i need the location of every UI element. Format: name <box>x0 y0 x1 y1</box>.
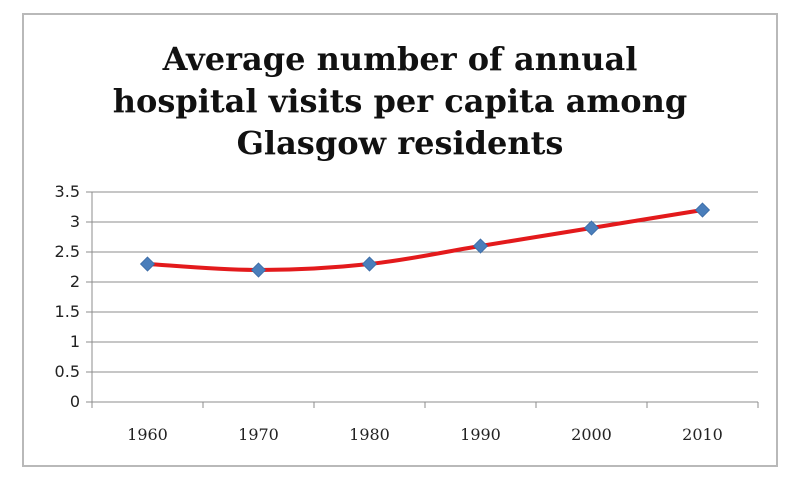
x-tick-label: 1980 <box>349 425 390 444</box>
y-tick-label: 1.5 <box>55 302 80 321</box>
x-axis-tick-labels: 1960 1970 1980 1990 2000 2010 <box>127 425 723 444</box>
x-tick-label: 2000 <box>571 425 612 444</box>
data-point-marker <box>694 202 711 218</box>
y-tick-label: 3 <box>70 212 80 231</box>
gridlines <box>92 191 758 373</box>
y-tick-label: 0.5 <box>55 362 80 381</box>
x-tick-label: 1990 <box>460 425 501 444</box>
y-tick-label: 0 <box>70 392 80 411</box>
y-tick-label: 1 <box>70 332 80 351</box>
y-axis-tick-labels: 0 0.5 1 1.5 2 2.5 3 3.5 <box>55 182 80 411</box>
data-point-marker <box>139 256 156 272</box>
data-point-marker <box>472 238 489 254</box>
x-tick-label: 1960 <box>127 425 168 444</box>
series-line <box>145 208 705 272</box>
chart-title-line-2: hospital visits per capita among <box>112 82 688 120</box>
chart-title: Average number of annual hospital visits… <box>0 38 800 164</box>
data-point-marker <box>361 256 378 272</box>
x-tick-label: 1970 <box>238 425 279 444</box>
x-tick-label: 2010 <box>682 425 723 444</box>
y-tick-label: 2.5 <box>55 242 80 261</box>
chart-title-line-1: Average number of annual <box>162 40 638 78</box>
y-tick-label: 2 <box>70 272 80 291</box>
data-point-marker <box>583 220 600 236</box>
chart-title-line-3: Glasgow residents <box>236 124 564 162</box>
data-point-marker <box>250 262 267 278</box>
series <box>139 202 711 278</box>
y-tick-label: 3.5 <box>55 182 80 201</box>
chart-frame <box>22 13 778 467</box>
axes <box>86 191 759 408</box>
